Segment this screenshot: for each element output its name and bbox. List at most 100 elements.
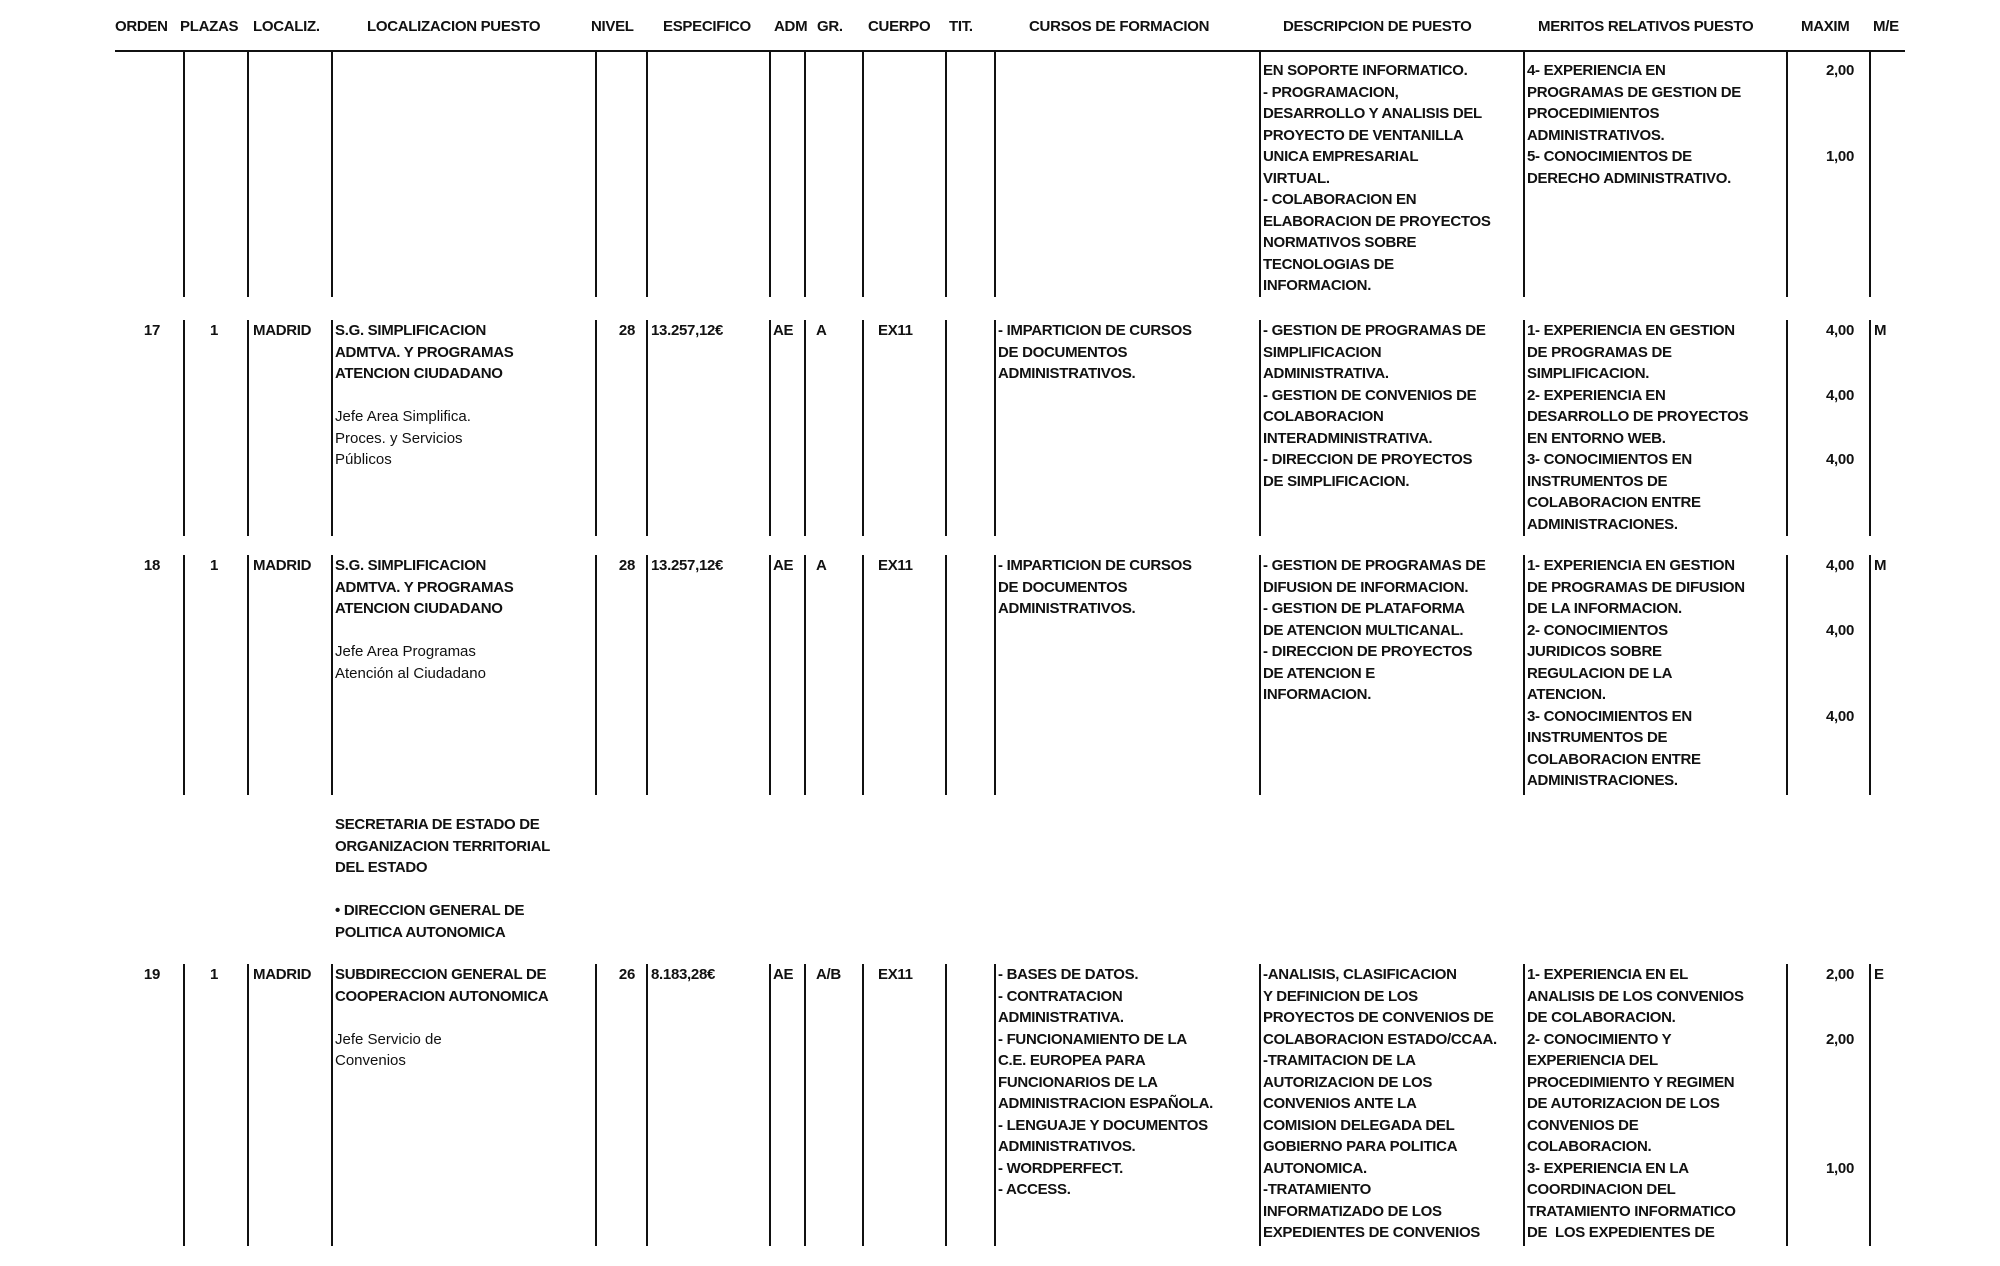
localiz-cell: MADRID [253, 322, 312, 339]
localizacion-cell: S.G. SIMPLIFICACION ADMTVA. Y PROGRAMAS … [335, 557, 514, 617]
cuerpo-cell: EX11 [878, 966, 913, 983]
localizacion-cell: SUBDIRECCION GENERAL DE COOPERACION AUTO… [335, 966, 549, 1005]
column-divider [247, 964, 249, 1246]
column-divider [862, 320, 864, 536]
column-header: GR. [817, 18, 843, 35]
column-divider [994, 51, 996, 297]
column-divider [1259, 320, 1261, 536]
column-divider [595, 964, 597, 1246]
column-divider [1523, 320, 1525, 536]
orden-cell: 19 [143, 966, 160, 983]
cursos-cell: - BASES DE DATOS. - CONTRATACION ADMINIS… [998, 966, 1214, 1198]
column-divider [804, 51, 806, 297]
header-rule [115, 50, 1905, 52]
cuerpo-cell: EX11 [878, 557, 913, 574]
column-divider [862, 51, 864, 297]
section-heading: SECRETARIA DE ESTADO DE ORGANIZACION TER… [335, 816, 551, 941]
column-header: CURSOS DE FORMACION [1029, 18, 1210, 35]
gr-cell: A [816, 322, 827, 339]
column-divider [862, 964, 864, 1246]
adm-cell: AE [773, 322, 794, 339]
nivel-cell: 28 [618, 322, 635, 339]
column-divider [1523, 555, 1525, 795]
plazas-cell: 1 [210, 322, 219, 339]
column-header: ORDEN [115, 18, 168, 35]
maxim-cell: 1,00 [1826, 148, 1854, 165]
especifico-cell: 13.257,12€ [651, 557, 724, 574]
me-cell: M [1874, 322, 1887, 339]
column-divider [595, 51, 597, 297]
column-divider [1869, 51, 1871, 297]
maxim-cell: 4,00 [1826, 386, 1854, 404]
column-divider [183, 320, 185, 536]
column-divider [945, 555, 947, 795]
column-divider [595, 320, 597, 536]
maxim-cell: 4,00 [1826, 707, 1854, 725]
puesto-name: Jefe Area Programas Atención al Ciudadan… [335, 643, 486, 682]
especifico-cell: 13.257,12€ [651, 322, 724, 339]
merito-item: 2- CONOCIMIENTO Y EXPERIENCIA DEL PROCED… [1527, 1030, 1735, 1156]
puesto-name: Jefe Area Simplifica. Proces. y Servicio… [335, 408, 471, 468]
merito-item: 4- EXPERIENCIA EN PROGRAMAS DE GESTION D… [1527, 62, 1741, 144]
cuerpo-cell: EX11 [878, 322, 913, 339]
column-divider [804, 964, 806, 1246]
column-divider [331, 320, 333, 536]
column-divider [769, 320, 771, 536]
merito-item: 1- EXPERIENCIA EN EL ANALISIS DE LOS CON… [1527, 966, 1744, 1026]
column-divider [646, 51, 648, 297]
column-divider [1259, 51, 1261, 297]
merito-item: 3- EXPERIENCIA EN LA COORDINACION DEL TR… [1527, 1159, 1736, 1242]
nivel-cell: 28 [618, 557, 635, 574]
gr-cell: A/B [816, 966, 841, 983]
column-divider [994, 555, 996, 795]
column-divider [1259, 964, 1261, 1246]
descripcion-cell: EN SOPORTE INFORMATICO. - PROGRAMACION, … [1263, 62, 1491, 294]
column-header: LOCALIZACION PUESTO [367, 18, 541, 35]
plazas-cell: 1 [210, 557, 219, 574]
column-divider [247, 555, 249, 795]
column-divider [862, 555, 864, 795]
column-divider [994, 320, 996, 536]
column-divider [945, 964, 947, 1246]
especifico-cell: 8.183,28€ [651, 966, 716, 983]
column-divider [183, 51, 185, 297]
column-header: M/E [1873, 18, 1899, 35]
column-divider [1869, 320, 1871, 536]
merito-item: 2- EXPERIENCIA EN DESARROLLO DE PROYECTO… [1527, 386, 1749, 447]
maxim-cell: 2,00 [1826, 966, 1854, 983]
column-divider [331, 51, 333, 297]
column-header: MAXIM [1801, 18, 1850, 35]
column-divider [183, 964, 185, 1246]
column-divider [769, 555, 771, 795]
merito-item: 3- CONOCIMIENTOS EN INSTRUMENTOS DE COLA… [1527, 451, 1701, 533]
nivel-cell: 26 [618, 966, 635, 983]
maxim-cell: 4,00 [1826, 621, 1854, 639]
column-divider [1523, 51, 1525, 297]
column-divider [1869, 555, 1871, 795]
orden-cell: 17 [143, 322, 160, 339]
gr-cell: A [816, 557, 827, 574]
column-header: CUERPO [868, 18, 931, 35]
localiz-cell: MADRID [253, 557, 312, 574]
puesto-name: Jefe Servicio de Convenios [335, 1030, 442, 1070]
plazas-cell: 1 [210, 966, 219, 983]
column-divider [646, 964, 648, 1246]
column-divider [769, 51, 771, 297]
column-header: PLAZAS [180, 18, 239, 35]
column-header: TIT. [949, 18, 973, 35]
maxim-cell: 1,00 [1826, 1159, 1854, 1177]
column-divider [331, 555, 333, 795]
column-divider [646, 555, 648, 795]
merito-item: 5- CONOCIMIENTOS DE DERECHO ADMINISTRATI… [1527, 148, 1731, 187]
localiz-cell: MADRID [253, 966, 312, 983]
column-divider [1869, 964, 1871, 1246]
column-header: ESPECIFICO [663, 18, 751, 35]
column-divider [247, 320, 249, 536]
column-header: NIVEL [591, 18, 634, 35]
maxim-cell: 4,00 [1826, 322, 1854, 339]
maxim-cell: 2,00 [1826, 62, 1854, 79]
cursos-cell: - IMPARTICION DE CURSOS DE DOCUMENTOS AD… [998, 322, 1192, 382]
descripcion-cell: - GESTION DE PROGRAMAS DE SIMPLIFICACION… [1263, 322, 1486, 490]
column-divider [769, 964, 771, 1246]
me-cell: M [1874, 557, 1887, 574]
